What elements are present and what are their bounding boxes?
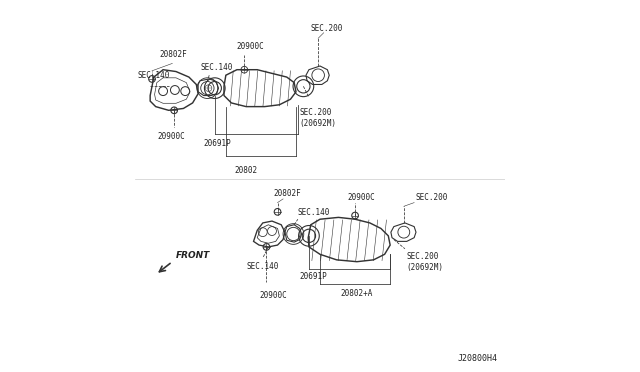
Text: 20691P: 20691P [300,272,328,280]
Text: FRONT: FRONT [176,251,211,260]
Text: 20900C: 20900C [348,192,376,202]
Text: SEC.200: SEC.200 [415,192,447,202]
Text: 20900C: 20900C [259,291,287,300]
Text: 20691P: 20691P [204,139,232,148]
Text: SEC.140: SEC.140 [246,262,278,271]
Text: 20802F: 20802F [274,189,301,198]
Text: 20900C: 20900C [157,132,186,141]
Text: SEC.140: SEC.140 [200,62,232,71]
Text: SEC.200: SEC.200 [311,24,343,33]
Text: 20802F: 20802F [159,49,187,59]
Text: SEC.140: SEC.140 [137,71,170,80]
Text: SEC.140: SEC.140 [298,208,330,217]
Text: 20900C: 20900C [237,42,265,51]
Text: SEC.200
(20692M): SEC.200 (20692M) [407,253,444,272]
Text: J20800H4: J20800H4 [457,354,497,363]
Text: 20802: 20802 [235,166,258,175]
Text: SEC.200
(20692M): SEC.200 (20692M) [300,109,337,128]
Text: 20802+A: 20802+A [340,289,372,298]
